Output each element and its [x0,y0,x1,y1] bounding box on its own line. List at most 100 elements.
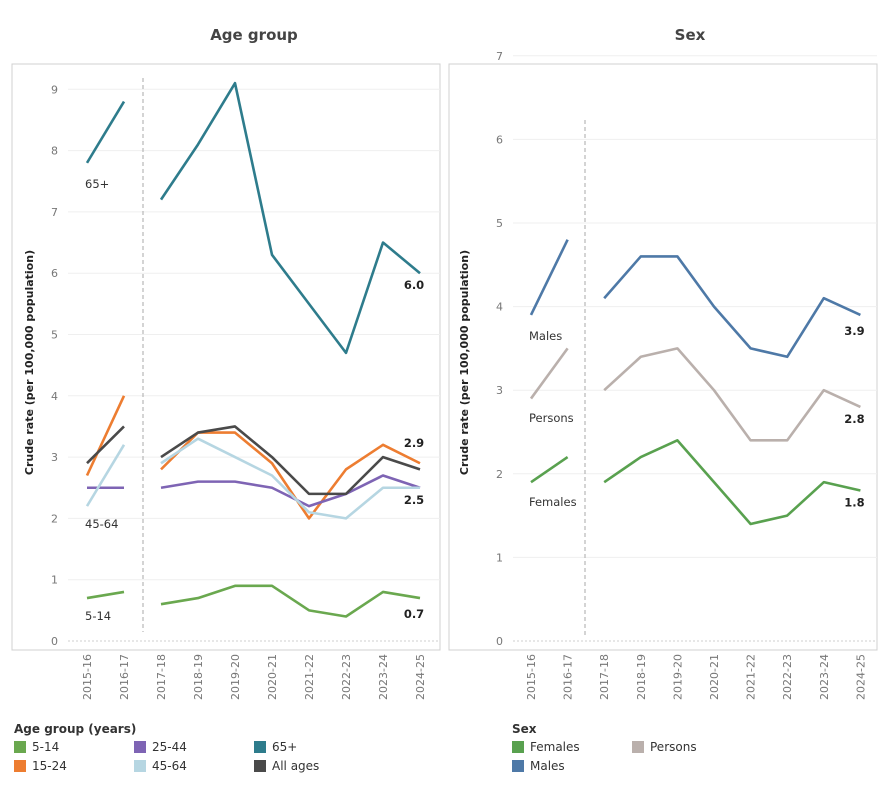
x-tick-label: 2020-21 [708,654,721,700]
x-tick-label: 2022-23 [340,654,353,700]
series-start-label: Males [529,329,562,343]
y-tick-label: 3 [51,451,58,464]
legend-item: Males [512,759,632,773]
x-tick-label: 2017-18 [598,654,611,700]
y-tick-label: 0 [51,635,58,648]
series-line-15-24 [85,395,126,477]
y-tick-label: 5 [51,329,58,342]
series-line-5-14 [86,590,125,600]
panel-0: Age group 0 1 2 3 4 5 6 7 8 9 Crude rate (per 100,0… [11,26,441,700]
y-tick-label: 4 [51,390,58,403]
series-line-females [530,456,569,484]
legend-label: 65+ [272,740,298,754]
legend-label: Persons [650,740,697,754]
legend-swatch [512,760,524,772]
legend-sex-title: Sex [512,722,537,736]
x-tick-label: 2017-18 [155,654,168,700]
legend-age: Age group (years) 5-14 25-44 65+ 15-24 45-64… [14,722,374,773]
y-tick-label: 7 [51,206,58,219]
x-tick-label: 2015-16 [81,654,94,700]
series-end-value-label: 2.8 [844,412,864,426]
legend-label: 45-64 [152,759,187,773]
series-line-65+ [85,100,126,164]
plot-frame [448,63,878,651]
y-tick-label: 3 [496,384,503,397]
x-tick-label: 2024-25 [854,654,867,700]
y-tick-label: 6 [496,133,503,146]
y-tick-label: 6 [51,267,58,280]
series-end-value-label: 6.0 [404,278,424,292]
y-tick-label: 5 [496,217,503,230]
series-line-45-64 [160,437,420,520]
legend-label: 5-14 [32,740,60,754]
legend-label: Females [530,740,580,754]
series-start-label: Persons [529,411,574,425]
series-line-all-ages [86,425,125,465]
series-start-label: 65+ [85,177,109,191]
x-tick-label: 2020-21 [266,654,279,700]
y-axis-label: Crude rate (per 100,000 population) [458,250,471,475]
series-line-persons [529,347,569,400]
series-end-value-label: 1.8 [844,496,864,510]
y-tick-label: 4 [496,301,503,314]
series-line-5-14 [160,584,421,618]
chart-canvas: Age group 0 1 2 3 4 5 6 7 8 9 Crude rate (per 100,0… [11,26,878,700]
x-tick-label: 2021-22 [303,654,316,700]
legend-swatch [134,741,146,753]
series-start-label: Females [529,495,577,509]
legend-item: All ages [254,759,374,773]
series-line-65+ [159,81,421,355]
x-tick-label: 2019-20 [229,654,242,700]
y-tick-label: 1 [496,551,503,564]
legend-label: 15-24 [32,759,67,773]
series-end-value-label: 2.9 [404,436,424,450]
panel-title: Sex [675,26,706,44]
legend-swatch [134,760,146,772]
legend-label: Males [530,759,565,773]
series-line-45-64 [85,444,126,507]
y-tick-label: 7 [496,50,503,63]
x-tick-label: 2021-22 [745,654,758,700]
legend-item: 25-44 [134,740,254,754]
legend-item: 45-64 [134,759,254,773]
legend-item: Persons [632,740,752,754]
legend-swatch [632,741,644,753]
series-start-label: 5-14 [85,609,111,623]
series-line-females [603,439,861,526]
legend-item: 5-14 [14,740,134,754]
legend-swatch [14,741,26,753]
series-line-persons [603,347,861,442]
legend-sex: Sex Females Persons Males [512,722,752,773]
legend-item: Females [512,740,632,754]
panel-1: Sex 0 1 2 3 4 5 6 7 Crude rate (per 100,000 popul… [448,26,878,700]
series-line-males [603,255,861,359]
x-tick-label: 2018-19 [192,654,205,700]
series-line-all-ages [160,425,421,496]
series-end-value-label: 2.5 [404,493,424,507]
legend-swatch [512,741,524,753]
x-tick-label: 2015-16 [525,654,538,700]
y-tick-label: 0 [496,635,503,648]
x-tick-label: 2024-25 [414,654,427,700]
x-tick-label: 2023-24 [377,654,390,700]
legend-label: All ages [272,759,320,773]
series-end-value-label: 3.9 [844,324,864,338]
series-line-males [529,239,569,316]
y-axis-label: Crude rate (per 100,000 population) [23,250,36,475]
series-line-25-44 [160,474,421,508]
legend-swatch [254,741,266,753]
x-tick-label: 2023-24 [818,654,831,700]
panel-title: Age group [210,26,298,44]
legend-swatch [14,760,26,772]
x-tick-label: 2019-20 [671,654,684,700]
legend-age-title: Age group (years) [14,722,137,736]
x-tick-label: 2018-19 [635,654,648,700]
x-tick-label: 2016-17 [562,654,575,700]
plot-frame [11,63,441,651]
y-tick-label: 2 [51,512,58,525]
y-tick-label: 9 [51,83,58,96]
legend-item: 15-24 [14,759,134,773]
legend-swatch [254,760,266,772]
legend-item: 65+ [254,740,374,754]
y-tick-label: 1 [51,574,58,587]
